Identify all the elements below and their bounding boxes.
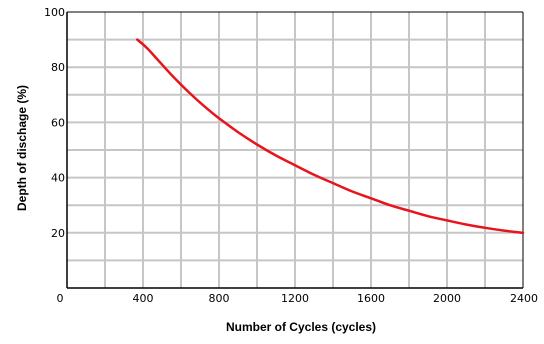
x-tick-label: 2000: [433, 292, 461, 305]
x-tick-labels: 0 400 800 1200 1600 2000 2400: [57, 292, 539, 305]
y-tick-label: 20: [51, 227, 65, 240]
x-tick-label: 1200: [281, 292, 309, 305]
series-lines: [136, 38, 525, 235]
x-tick-label: 0: [57, 292, 64, 305]
y-tick-label: 40: [51, 172, 65, 185]
plot-frame: [66, 11, 524, 289]
series-line: [136, 38, 525, 235]
y-axis-label: Depth of dischage (%): [15, 85, 29, 211]
y-tick-label: 100: [44, 6, 65, 19]
grid-lines: [67, 12, 523, 288]
x-axis-label: Number of Cycles (cycles): [226, 320, 376, 334]
y-tick-label: 60: [51, 116, 65, 129]
x-tick-label: 1600: [357, 292, 385, 305]
x-tick-label: 400: [133, 292, 154, 305]
y-tick-labels: 20 40 60 80 100: [44, 6, 65, 240]
x-tick-label: 800: [209, 292, 230, 305]
y-tick-label: 80: [51, 61, 65, 74]
x-tick-label: 2400: [510, 292, 538, 305]
